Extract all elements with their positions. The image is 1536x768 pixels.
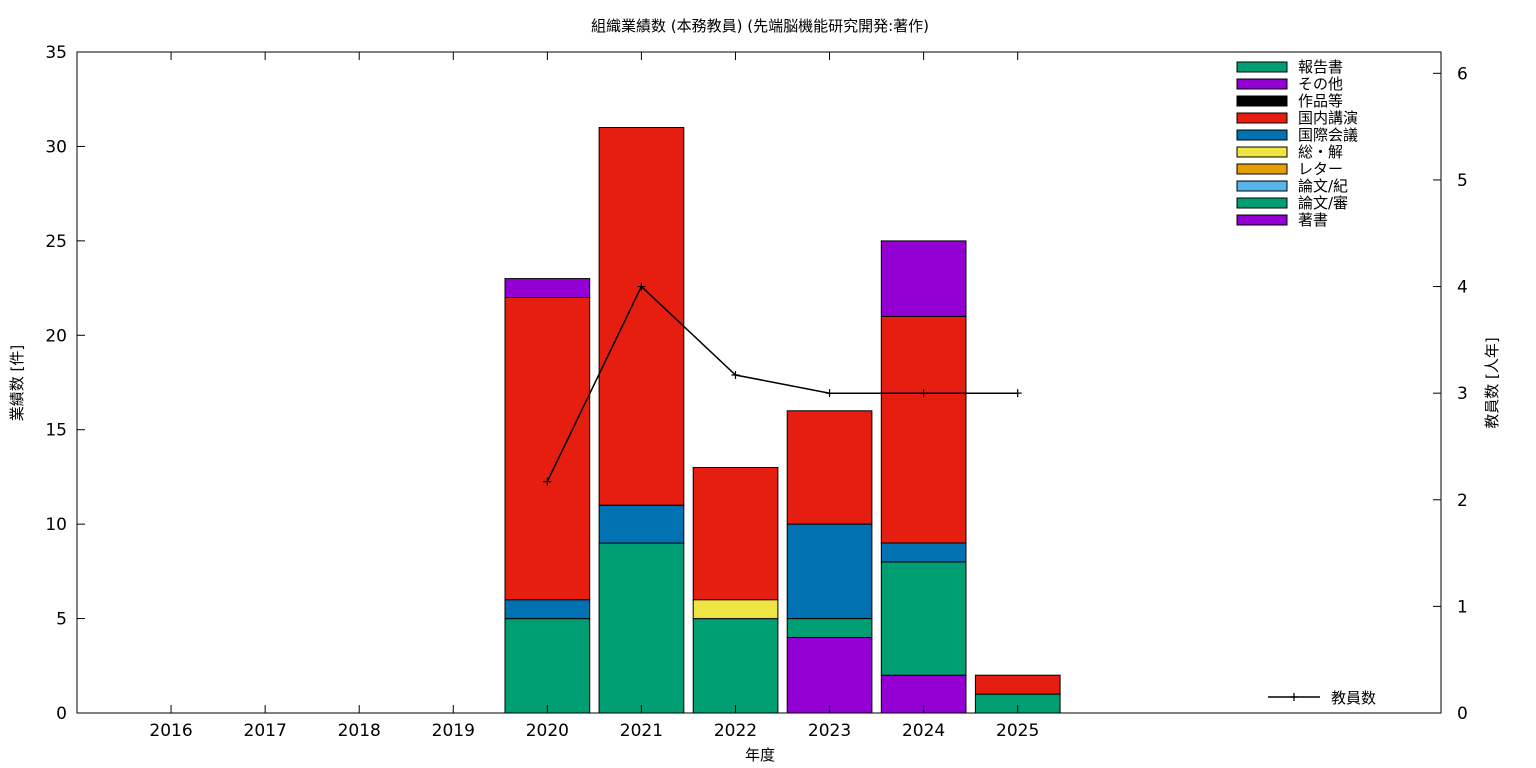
- x-tick-label-2017: 2017: [244, 721, 287, 741]
- y2-tick-label-4: 4: [1457, 278, 1468, 298]
- legend-label-1: その他: [1298, 75, 1343, 93]
- x-tick-label-2016: 2016: [149, 721, 192, 741]
- legend-label-8: 論文/審: [1298, 194, 1348, 212]
- y-axis-label: 業績数 [件]: [8, 345, 26, 421]
- bar-2023-series-0: [786, 637, 873, 714]
- bar-2020-series-6: [504, 297, 591, 601]
- y2-tick-label-3: 3: [1457, 384, 1468, 404]
- faculty-point-2025: [1013, 389, 1022, 398]
- bar-2021-series-1: [598, 542, 685, 714]
- legend-label-3: 国内講演: [1298, 109, 1358, 127]
- y2-tick-label-6: 6: [1457, 64, 1468, 84]
- bar-2020-series-8: [504, 278, 591, 299]
- y-tick-label-5: 5: [56, 610, 67, 630]
- x-tick-label-2019: 2019: [432, 721, 475, 741]
- legend-swatch-4: [1236, 129, 1288, 141]
- y-tick-label-15: 15: [45, 421, 67, 441]
- bar-2023-series-1: [786, 618, 873, 638]
- legend-label-5: 総・解: [1298, 143, 1343, 161]
- y2-tick-label-2: 2: [1457, 491, 1468, 511]
- legend-label-2: 作品等: [1298, 92, 1343, 110]
- y2-tick-label-0: 0: [1457, 704, 1468, 724]
- faculty-point-2021: [637, 282, 646, 291]
- x-tick-label-2020: 2020: [526, 721, 569, 741]
- legend-swatch-0: [1236, 61, 1288, 73]
- y2-tick-label-5: 5: [1457, 171, 1468, 191]
- bar-2023-series-6: [786, 410, 873, 525]
- y-tick-label-35: 35: [45, 43, 67, 63]
- chart-title: 組織業績数 (本務教員) (先端脳機能研究開発:著作): [591, 17, 929, 35]
- faculty-point-2020: [543, 477, 552, 486]
- y-tick-label-0: 0: [56, 704, 67, 724]
- y-tick-label-25: 25: [45, 232, 67, 252]
- x-tick-label-2018: 2018: [338, 721, 381, 741]
- x-tick-label-2022: 2022: [714, 721, 757, 741]
- bar-2024-series-1: [880, 561, 967, 676]
- faculty-point-2023: [825, 389, 834, 398]
- y-tick-label-20: 20: [45, 326, 67, 346]
- bar-2022-series-6: [692, 467, 779, 601]
- faculty-point-2024: [919, 389, 928, 398]
- legend-swatch-2: [1236, 95, 1288, 107]
- legend-label-9: 著書: [1298, 211, 1328, 229]
- x-axis-label: 年度: [745, 746, 775, 764]
- legend-swatch-5: [1236, 146, 1288, 158]
- plot-frame: [76, 51, 1442, 714]
- legend-swatch-6: [1236, 163, 1288, 175]
- x-tick-label-2025: 2025: [996, 721, 1039, 741]
- y-tick-label-10: 10: [45, 515, 67, 535]
- bar-2025-series-6: [974, 674, 1061, 695]
- y2-axis-label: 教員数 [人年]: [1483, 337, 1501, 428]
- bar-2020-series-5: [504, 599, 591, 620]
- x-tick-label-2023: 2023: [808, 721, 851, 741]
- x-tick-label-2024: 2024: [902, 721, 945, 741]
- legend-line-marker: [1290, 693, 1298, 701]
- bar-2021-series-6: [598, 127, 685, 506]
- legend-label-6: レター: [1298, 160, 1343, 178]
- legend-label-4: 国際会議: [1298, 126, 1358, 144]
- bar-2024-series-6: [880, 315, 967, 544]
- legend-swatch-1: [1236, 78, 1288, 90]
- y2-tick-label-1: 1: [1457, 597, 1468, 617]
- bar-2022-series-4: [692, 599, 779, 620]
- y-tick-label-30: 30: [45, 137, 67, 157]
- legend-line-label: 教員数: [1331, 689, 1376, 707]
- bar-2020-series-1: [504, 618, 591, 714]
- bar-2023-series-5: [786, 523, 873, 619]
- faculty-line: [546, 285, 1018, 482]
- legend-swatch-7: [1236, 180, 1288, 192]
- legend-swatch-8: [1236, 197, 1288, 209]
- line-layer: [543, 282, 1022, 486]
- bar-2021-series-5: [598, 504, 685, 544]
- legend-label-7: 論文/紀: [1298, 177, 1348, 195]
- faculty-point-2022: [731, 371, 740, 380]
- legend-label-0: 報告書: [1298, 58, 1343, 76]
- bar-2022-series-1: [692, 618, 779, 714]
- x-tick-label-2021: 2021: [620, 721, 663, 741]
- legend-swatch-9: [1236, 214, 1288, 226]
- bar-2024-series-5: [880, 542, 967, 563]
- legend-swatch-3: [1236, 112, 1288, 124]
- bar-2024-series-8: [880, 240, 967, 317]
